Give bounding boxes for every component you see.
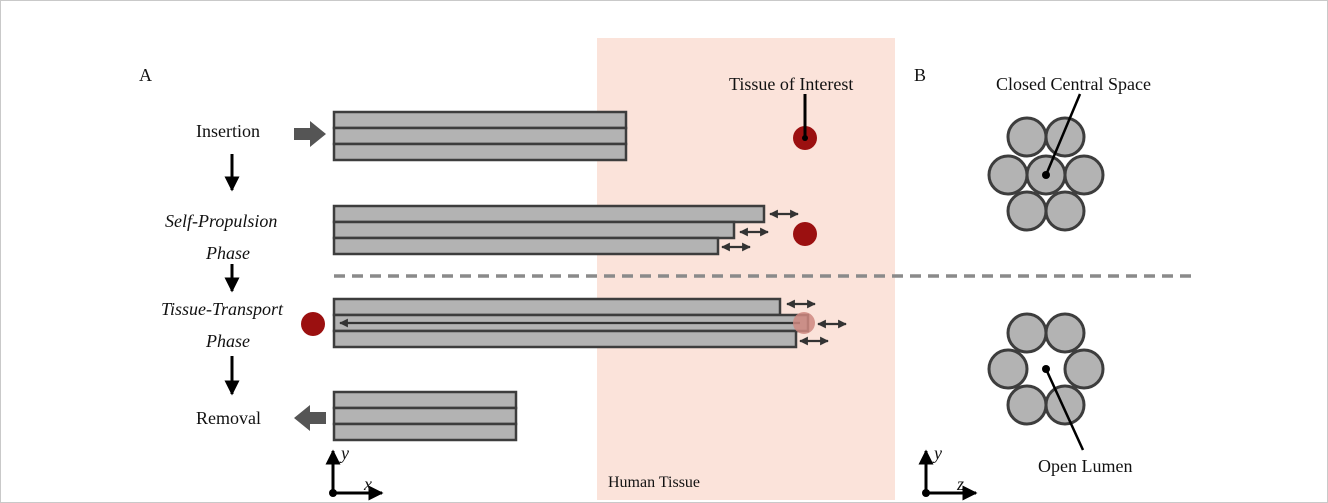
removal-arrow-icon xyxy=(294,405,326,431)
needle-segment xyxy=(332,126,628,146)
axes-zy xyxy=(918,449,978,501)
label-closed-central-space: Closed Central Space xyxy=(996,74,1151,94)
needle-cross-section xyxy=(1044,190,1086,232)
needle-segment xyxy=(332,422,518,442)
panel-label-a: A xyxy=(139,65,152,85)
human-tissue-region xyxy=(597,38,895,500)
step-insertion: Insertion xyxy=(196,121,260,141)
tissue-transport-double-arrows xyxy=(786,299,847,346)
self-propulsion-double-arrows xyxy=(721,209,799,252)
step-self-propulsion-line1: Self-Propulsion xyxy=(165,211,278,231)
needle-segment xyxy=(332,406,518,426)
needle-segment xyxy=(332,390,518,410)
needle-cross-section xyxy=(1044,384,1086,426)
closed-space-pointer xyxy=(1044,93,1082,176)
cross-section-closed xyxy=(987,116,1105,232)
axis-label-z: z xyxy=(957,474,965,494)
closed-space-dot xyxy=(1042,171,1050,179)
needle-cross-section xyxy=(1044,312,1086,354)
tissue-target-removed xyxy=(301,312,325,336)
step-tissue-transport-line2: Phase xyxy=(206,331,250,351)
needle-segment xyxy=(332,297,782,317)
tissue-target-transported xyxy=(793,312,815,334)
step-removal: Removal xyxy=(196,408,261,428)
needle-segment xyxy=(332,110,628,130)
axis-label-y-left: y xyxy=(341,443,349,463)
needle-segment xyxy=(332,236,720,256)
needle-cross-section xyxy=(1063,348,1105,390)
axis-label-x: x xyxy=(364,474,372,494)
tissue-target-self-propulsion xyxy=(793,222,817,246)
panel-label-b: B xyxy=(914,65,927,85)
needle-cross-section xyxy=(1063,154,1105,196)
needle-bundle-self-propulsion xyxy=(332,204,766,256)
cross-section-open xyxy=(987,312,1105,426)
open-lumen-dot xyxy=(1042,365,1050,373)
label-open-lumen: Open Lumen xyxy=(1038,456,1133,476)
needle-cross-section xyxy=(1006,384,1048,426)
needle-segment xyxy=(332,220,736,240)
needle-segment xyxy=(332,204,766,224)
axis-label-y-right: y xyxy=(934,443,942,463)
needle-bundle-insertion xyxy=(332,110,628,162)
needle-bundle-removal xyxy=(332,390,518,442)
needle-cross-section xyxy=(987,348,1029,390)
needle-cross-section xyxy=(987,154,1029,196)
needle-segment xyxy=(332,329,798,349)
step-tissue-transport-line1: Tissue-Transport xyxy=(161,299,284,319)
axes-origin xyxy=(922,489,930,497)
label-human-tissue: Human Tissue xyxy=(608,474,701,491)
tissue-target-pointer-dot xyxy=(802,135,808,141)
needle-cross-section xyxy=(1006,190,1048,232)
axes-origin xyxy=(329,489,337,497)
needle-cross-section xyxy=(1044,116,1086,158)
label-tissue-of-interest: Tissue of Interest xyxy=(729,74,854,94)
needle-cross-section xyxy=(1006,116,1048,158)
needle-cross-section xyxy=(1006,312,1048,354)
axes-xy xyxy=(325,449,384,501)
step-self-propulsion-line2: Phase xyxy=(206,243,250,263)
needle-segment xyxy=(332,142,628,162)
insertion-arrow-icon xyxy=(294,121,326,147)
open-lumen-pointer xyxy=(1044,368,1085,451)
